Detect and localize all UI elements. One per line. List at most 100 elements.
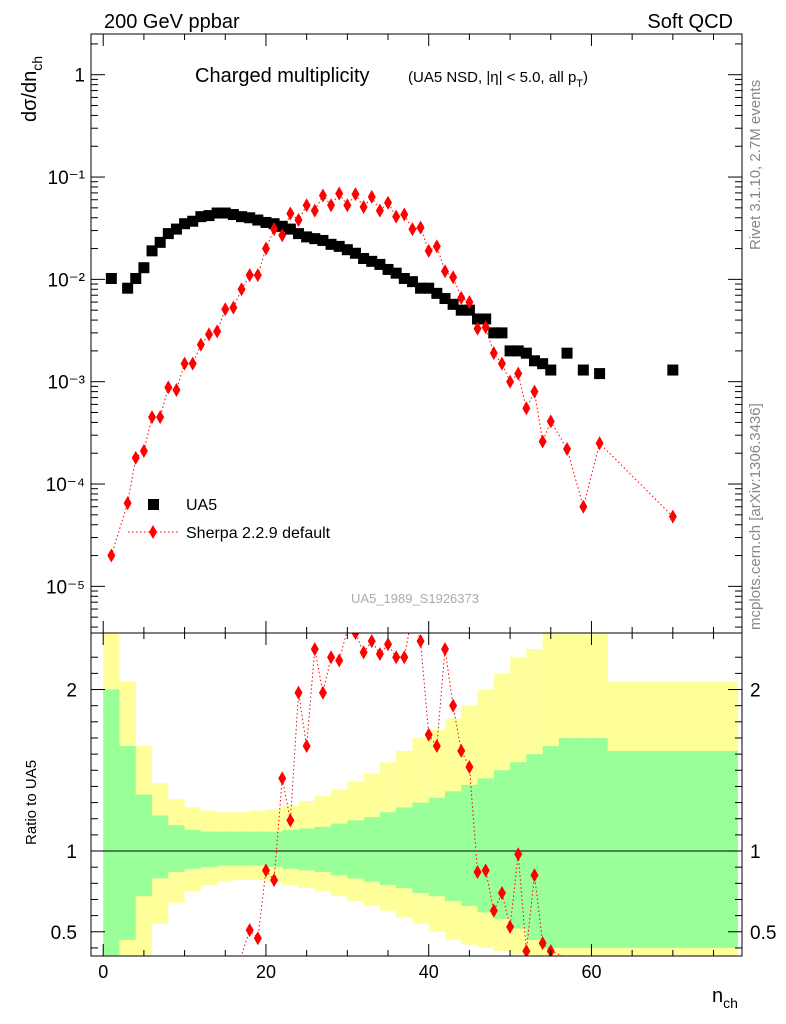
sherpa-point (440, 264, 449, 279)
ratio-band-bin (217, 831, 234, 866)
ua5-point (105, 272, 117, 284)
ua5-point (138, 262, 150, 274)
sherpa-ratio-point (286, 813, 295, 828)
sherpa-point (253, 268, 262, 283)
ua5-point (561, 347, 573, 359)
ratio-band-bin (347, 820, 364, 879)
ratio-y-tick-label-right: 1 (750, 842, 761, 863)
sherpa-point (270, 222, 279, 237)
ua5-point (406, 276, 418, 288)
sherpa-point (318, 188, 327, 203)
ua5-point (577, 364, 589, 376)
ratio-band-bin (542, 746, 559, 948)
sherpa-point (522, 401, 531, 416)
y-tick-label: 10⁻⁵ (46, 577, 85, 598)
ratio-band-bin (526, 754, 543, 940)
sherpa-ratio-point (384, 637, 393, 652)
sherpa-point (506, 374, 515, 389)
sherpa-point (432, 239, 441, 254)
sherpa-point (563, 441, 572, 456)
sherpa-point (156, 410, 165, 425)
main-frame (90, 33, 743, 634)
legend-label-ua5: UA5 (186, 497, 217, 514)
ratio-band-bin (591, 737, 608, 948)
ratio-frame (90, 632, 743, 957)
sherpa-point (278, 228, 287, 243)
watermark: UA5_1989_S1926373 (351, 591, 479, 606)
y-axis-label-main: dσ/dnch (19, 56, 45, 122)
ua5-point (333, 240, 345, 252)
sherpa-point (188, 356, 197, 371)
sherpa-point (261, 241, 270, 256)
sherpa-point (538, 434, 547, 449)
ratio-band-bin (396, 807, 413, 889)
legend-label-sherpa: Sherpa 2.2.9 default (186, 525, 331, 542)
sherpa-point (351, 187, 360, 202)
ratio-band-bin (412, 802, 429, 894)
header-left: 200 GeV ppbar (104, 11, 240, 33)
sherpa-ratio-point (530, 868, 539, 883)
ua5-point (545, 364, 557, 376)
sherpa-ratio-point (400, 650, 409, 665)
ua5-point (423, 282, 435, 294)
ratio-band-bin (510, 762, 527, 929)
sherpa-point (148, 410, 157, 425)
ratio-band-bin (265, 831, 283, 868)
sherpa-ratio-point (392, 650, 401, 665)
sherpa-point (310, 203, 319, 218)
sherpa-ratio-point (278, 771, 287, 786)
sherpa-ratio-point (327, 650, 336, 665)
sherpa-ratio-point (432, 739, 441, 754)
ratio-band-bin (184, 830, 201, 869)
sherpa-point (327, 198, 336, 213)
sherpa-ratio-point (416, 634, 425, 649)
legend: UA5 Sherpa 2.2.9 default (128, 497, 331, 542)
ua5-point (284, 223, 296, 235)
side-text-top: Rivet 3.1.10, 2.7M events (747, 80, 764, 250)
ua5-point (431, 287, 443, 299)
ratio-band-bin (135, 794, 153, 897)
ua5-point (219, 207, 231, 219)
sherpa-line (110, 192, 674, 556)
ratio-band-bin (477, 778, 494, 913)
ua5-point (293, 228, 305, 240)
ua5-point (211, 207, 223, 219)
ratio-band-bin (282, 830, 299, 869)
ua5-point (455, 304, 467, 316)
ua5-point (382, 263, 394, 275)
sherpa-point (164, 380, 173, 395)
ratio-y-tick-label: 0.5 (51, 923, 77, 944)
x-tick-label: 20 (256, 962, 276, 982)
ua5-point (472, 313, 484, 325)
ratio-band-bin (233, 831, 250, 866)
ua5-point (122, 282, 134, 294)
ua5-point (374, 258, 386, 270)
ua5-point (317, 234, 329, 246)
sherpa-ratio-point (481, 863, 490, 878)
y-tick-label: 10⁻⁴ (46, 475, 85, 496)
sherpa-point (204, 327, 213, 342)
ua5-point (496, 327, 508, 339)
x-tick-label: 0 (98, 962, 108, 982)
sherpa-point (408, 222, 417, 237)
sherpa-ratio-point (351, 633, 360, 640)
ua5-point (203, 210, 215, 222)
ua5-point (244, 212, 256, 224)
side-text-bottom: mcplots.cern.ch [arXiv:1306.3436] (747, 403, 764, 630)
ratio-band-bin (558, 737, 576, 948)
sherpa-point (302, 198, 311, 213)
y-tick-label: 10⁻² (48, 270, 86, 291)
legend-marker-sherpa (149, 525, 157, 539)
sherpa-point (107, 548, 116, 563)
ratio-band-bin (379, 812, 397, 885)
sherpa-ratio-point (294, 685, 303, 700)
sherpa-point (172, 382, 181, 397)
ratio-band-bin (493, 770, 511, 919)
sherpa-point (392, 209, 401, 224)
ua5-point (236, 211, 248, 223)
sherpa-point (237, 282, 246, 297)
x-axis-label: nch (712, 985, 738, 1011)
ratio-band-bin (575, 737, 592, 948)
y-tick-label: 10⁻¹ (48, 168, 86, 189)
